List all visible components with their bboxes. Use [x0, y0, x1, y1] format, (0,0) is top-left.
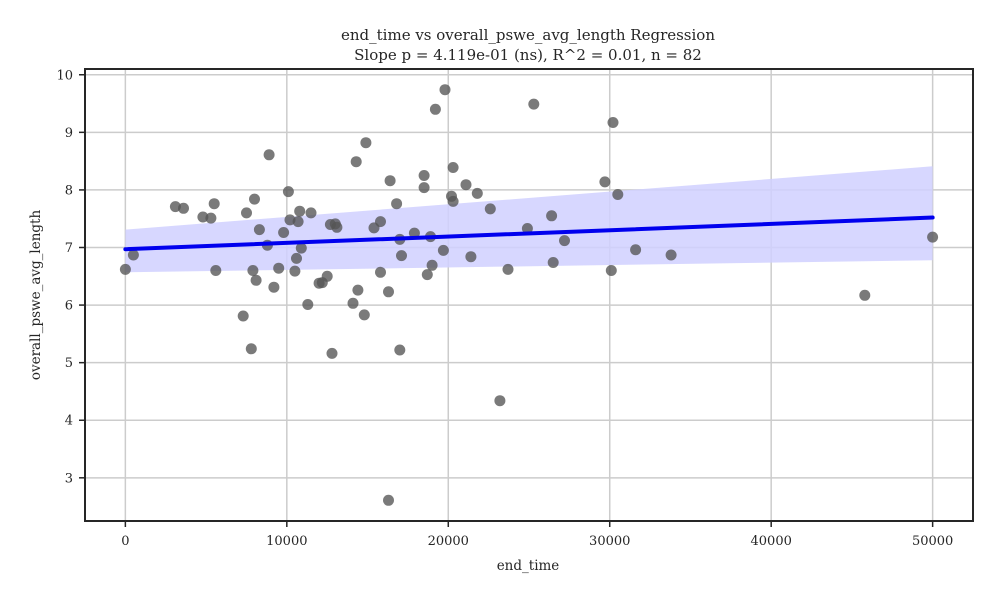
y-tick-label: 10: [56, 68, 73, 83]
data-point: [375, 266, 386, 278]
chart-title: end_time vs overall_pswe_avg_length Regr…: [341, 26, 715, 44]
data-point: [210, 265, 222, 276]
data-point: [471, 187, 483, 199]
data-point: [607, 117, 619, 128]
axis-ticks: 0 10000 20000 30000 40000 50000 3 4 5 6 7 8 9 10: [56, 68, 953, 549]
data-point: [178, 202, 189, 214]
data-point: [347, 297, 359, 309]
x-tick-label: 40000: [751, 534, 792, 549]
data-point: [119, 263, 131, 275]
data-point: [302, 299, 314, 310]
data-point: [208, 198, 220, 210]
data-point: [559, 235, 570, 247]
data-point: [547, 257, 559, 268]
data-point: [665, 249, 677, 261]
data-point: [630, 244, 642, 256]
data-point: [394, 344, 406, 356]
x-tick-label: 30000: [589, 534, 630, 549]
data-point: [305, 207, 317, 219]
data-point: [263, 149, 275, 161]
data-point: [494, 395, 506, 407]
data-point: [927, 231, 939, 243]
data-point: [237, 310, 249, 322]
y-tick-label: 8: [65, 183, 73, 198]
data-point: [418, 182, 430, 194]
plot-frame: [84, 68, 974, 522]
y-tick-label: 4: [65, 414, 73, 429]
data-point: [375, 216, 386, 228]
data-point: [429, 103, 441, 115]
data-point: [612, 189, 624, 200]
data-point: [294, 205, 306, 217]
data-point: [241, 207, 252, 219]
y-tick-label: 3: [65, 471, 73, 486]
data-point: [396, 250, 407, 262]
data-point: [418, 170, 430, 181]
data-point: [465, 251, 477, 263]
data-point: [484, 203, 496, 215]
data-point: [528, 98, 540, 110]
data-point: [331, 221, 343, 233]
data-point: [437, 244, 449, 256]
data-point: [360, 137, 372, 149]
data-point: [502, 263, 514, 275]
grid-lines: [85, 69, 973, 521]
data-point: [391, 198, 403, 210]
chart-subtitle: Slope p = 4.119e-01 (ns), R^2 = 0.01, n …: [354, 46, 702, 64]
data-point: [197, 211, 209, 223]
data-point: [460, 179, 472, 191]
y-axis-label: overall_pswe_avg_length: [28, 210, 44, 381]
data-point: [127, 249, 139, 261]
y-tick-label: 7: [65, 241, 73, 256]
data-point: [859, 289, 871, 301]
x-tick-label: 10000: [266, 534, 307, 549]
regression-line-layer: [123, 215, 935, 252]
data-point: [247, 265, 259, 276]
y-tick-label: 5: [65, 356, 73, 371]
data-point: [383, 286, 394, 298]
data-point: [358, 309, 370, 321]
x-tick-label: 20000: [428, 534, 469, 549]
data-point: [605, 265, 617, 276]
data-point: [321, 270, 333, 282]
data-point: [439, 84, 451, 96]
y-tick-label: 9: [65, 126, 73, 141]
data-point: [273, 262, 285, 274]
data-point: [249, 193, 260, 205]
data-point: [599, 176, 611, 188]
scatter-points: [119, 84, 939, 506]
data-point: [292, 216, 304, 228]
data-point: [205, 212, 217, 224]
data-point: [253, 224, 265, 236]
y-tick-label: 6: [65, 299, 73, 314]
data-point: [421, 269, 433, 281]
data-point: [426, 259, 438, 271]
x-axis-label: end_time: [497, 558, 560, 574]
data-point: [250, 274, 262, 286]
data-point: [289, 265, 301, 277]
regression-line: [123, 215, 935, 252]
data-point: [245, 343, 257, 355]
data-point: [278, 227, 290, 238]
data-point: [521, 223, 533, 234]
data-point: [282, 186, 294, 198]
confidence-band: [125, 166, 933, 273]
x-tick-label: 0: [121, 534, 129, 549]
x-tick-label: 50000: [912, 534, 953, 549]
data-point: [352, 284, 364, 296]
data-point: [350, 156, 362, 168]
confidence-band-layer: [125, 166, 933, 273]
data-point: [546, 210, 558, 222]
data-point: [447, 195, 459, 207]
data-point: [384, 175, 396, 187]
data-point: [447, 162, 459, 173]
data-point: [383, 494, 394, 506]
data-point: [295, 242, 307, 254]
data-point: [291, 252, 302, 264]
data-point: [268, 281, 280, 293]
data-point: [326, 347, 338, 359]
